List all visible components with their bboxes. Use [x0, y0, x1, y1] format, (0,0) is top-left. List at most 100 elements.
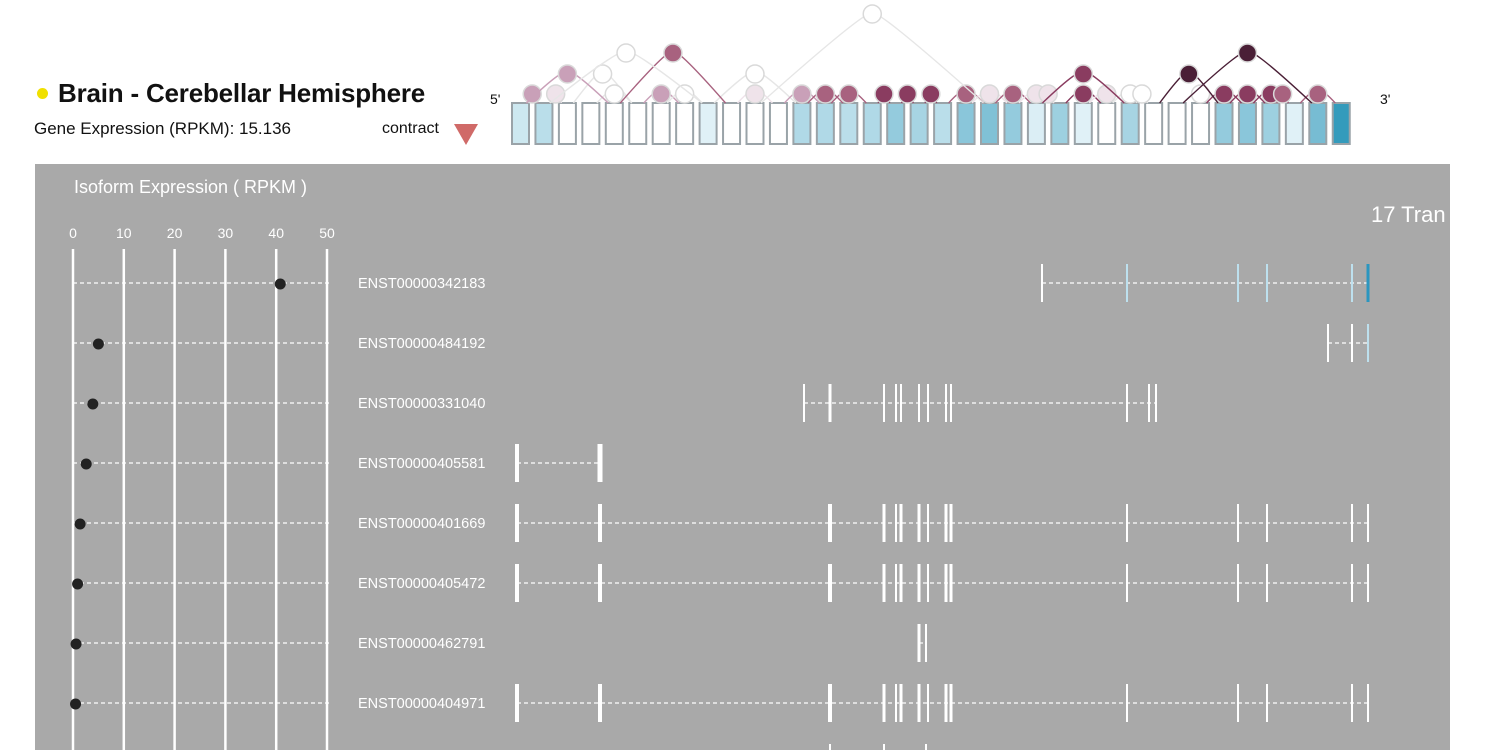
junction-node: [862, 4, 882, 24]
exon-box: [722, 102, 742, 145]
junction-node: [792, 84, 812, 104]
transcript-exon: [899, 684, 903, 722]
transcript-exon: [1148, 384, 1150, 422]
transcript-exon: [598, 684, 602, 722]
exon-box: [581, 102, 601, 145]
x-tick-label: 50: [319, 225, 335, 241]
transcript-exon: [1366, 264, 1370, 302]
transcript-exon: [1237, 264, 1239, 302]
junction-node: [1132, 84, 1152, 104]
transcript-exon: [925, 744, 927, 750]
x-tick-label: 0: [69, 225, 77, 241]
transcript-exon: [515, 564, 519, 602]
transcript-exon: [944, 564, 948, 602]
transcript-exon: [927, 564, 929, 602]
transcript-exon: [927, 384, 929, 422]
exon-box: [1237, 102, 1257, 145]
transcript-exon: [882, 684, 886, 722]
exon-box: [1331, 102, 1351, 145]
transcript-exon: [828, 684, 832, 722]
isoform-expression-panel: 0 10 20 30 40 50 ENST00000342183 ENST0000048419…: [35, 164, 1450, 750]
isoform-label: ENST00000401669: [358, 516, 485, 532]
transcript-exon: [883, 744, 885, 750]
transcript-exon: [1351, 324, 1353, 362]
isoform-dot: [92, 338, 104, 350]
isoform-dot: [72, 578, 84, 590]
isoform-dot: [87, 398, 99, 410]
exon-box: [815, 102, 835, 145]
tissue-color-dot: [37, 88, 48, 99]
exon-box: [1214, 102, 1234, 145]
junction-node: [1038, 84, 1058, 104]
transcript-exon: [1126, 684, 1128, 722]
exon-box: [1026, 102, 1046, 145]
exon-box: [745, 102, 765, 145]
exon-box: [909, 102, 929, 145]
x-tick-label: 10: [116, 225, 132, 241]
junction-node: [604, 84, 625, 104]
transcript-exon: [899, 504, 903, 542]
x-tick-label: 40: [268, 225, 284, 241]
isoform-label: ENST00000484192: [358, 336, 485, 352]
exon-box: [886, 102, 906, 145]
transcript-exon: [917, 684, 921, 722]
transcript-exon: [883, 384, 885, 422]
exon-box: [792, 102, 812, 145]
transcript-exon: [803, 384, 805, 422]
junction-node: [897, 84, 918, 104]
exon-box: [1144, 102, 1164, 145]
transcript-exon: [1266, 504, 1268, 542]
transcript-exon: [829, 744, 831, 750]
junction-node: [1097, 84, 1117, 104]
junction-node: [874, 84, 894, 104]
triangle-down-icon[interactable]: [454, 124, 478, 145]
transcript-exon: [1237, 684, 1239, 722]
junction-node: [1214, 84, 1234, 104]
isoform-dot: [74, 518, 86, 530]
isoform-label: ENST00000331040: [358, 396, 485, 412]
transcript-exon: [1266, 264, 1268, 302]
isoform-label: ENST00000342183: [358, 276, 485, 292]
transcript-exon: [917, 564, 921, 602]
transcript-exon: [944, 684, 948, 722]
transcript-exon: [918, 384, 920, 422]
junction-node: [745, 84, 765, 104]
exon-box: [675, 102, 695, 145]
isoform-label: ENST00000404971: [358, 696, 485, 712]
isoform-dot: [274, 278, 286, 290]
junction-node: [592, 64, 613, 84]
transcript-exon: [1126, 504, 1128, 542]
junction-node: [1073, 64, 1094, 84]
transcript-exon: [949, 564, 953, 602]
isoform-dot: [70, 638, 82, 650]
exon-box: [1120, 102, 1140, 145]
isoform-chart: 0 10 20 30 40 50 ENST00000342183 ENST0000048419…: [69, 225, 1370, 750]
transcript-exon: [1351, 684, 1353, 722]
transcript-exon: [1266, 684, 1268, 722]
transcript-exon: [1367, 564, 1369, 602]
transcript-exon: [927, 504, 929, 542]
exon-box: [1097, 102, 1117, 145]
transcript-exon: [900, 384, 902, 422]
junction-node: [1237, 84, 1258, 104]
isoform-dot: [70, 698, 82, 710]
transcript-exon: [895, 504, 897, 542]
transcript-exon: [1237, 504, 1239, 542]
junction-node: [921, 84, 941, 104]
junction-node: [545, 84, 566, 104]
exon-box: [980, 102, 999, 145]
transcript-exon: [949, 684, 953, 722]
junction-node: [956, 84, 976, 104]
exon-box: [1261, 102, 1281, 145]
junction-node: [1190, 84, 1211, 104]
isoform-label: ENST00000462791: [358, 636, 485, 652]
exon-box: [651, 102, 671, 145]
contract-link[interactable]: contract: [382, 120, 439, 137]
exon-box: [511, 102, 530, 145]
junction-node: [674, 84, 695, 104]
junction-node: [663, 43, 683, 63]
junction-node: [1073, 84, 1094, 104]
transcript-exon: [828, 504, 832, 542]
transcript-exon: [597, 444, 603, 482]
exon-box: [1050, 102, 1070, 145]
